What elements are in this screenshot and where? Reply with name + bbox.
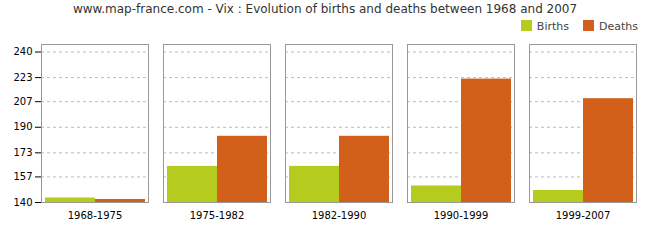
- svg-text:207: 207: [13, 96, 32, 107]
- html-text:Births: Births: [536, 20, 569, 33]
- svg-text:1990-1999: 1990-1999: [434, 210, 489, 221]
- svg-text:1982-1990: 1982-1990: [312, 210, 367, 221]
- svg-text:223: 223: [13, 72, 32, 83]
- html-text:www.map-france.com - Vix : Evo: www.map-france.com - Vix : Evolution of …: [72, 2, 578, 16]
- svg-text:1968-1975: 1968-1975: [68, 210, 123, 221]
- svg-text:190: 190: [13, 121, 32, 132]
- svg-text:157: 157: [13, 171, 32, 182]
- svg-text:240: 240: [13, 46, 32, 57]
- html-text:Deaths: Deaths: [599, 20, 638, 33]
- svg-text:1975-1982: 1975-1982: [190, 210, 245, 221]
- svg-text:140: 140: [13, 197, 32, 208]
- svg-text:1999-2007: 1999-2007: [556, 210, 611, 221]
- svg-text:173: 173: [13, 147, 32, 158]
